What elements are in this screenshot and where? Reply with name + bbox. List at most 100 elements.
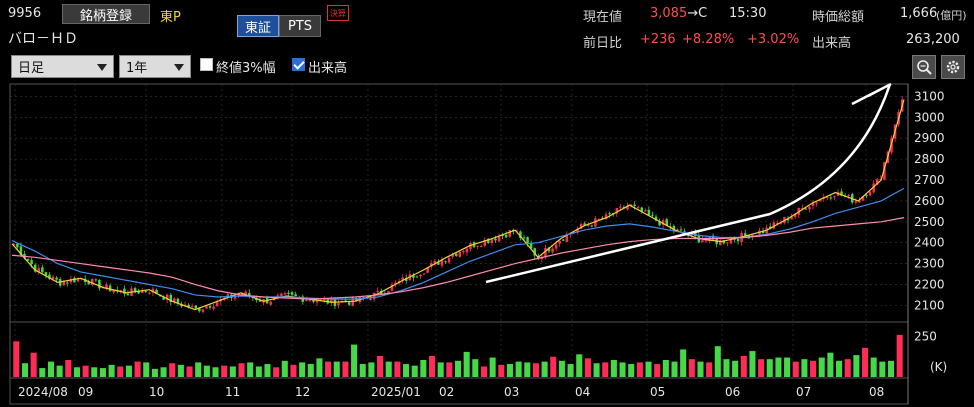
- candle-body: [337, 303, 340, 306]
- y-tick-label: 3000: [914, 110, 945, 124]
- candle-body: [212, 306, 215, 309]
- candle-body: [437, 262, 440, 265]
- volume-bar: [446, 362, 453, 377]
- candle-body: [280, 293, 283, 297]
- volume-bar: [602, 362, 609, 377]
- candle-body: [440, 259, 444, 266]
- register-button[interactable]: 銘柄登録: [62, 4, 150, 24]
- candle-body: [522, 237, 526, 239]
- candle-body: [872, 183, 875, 193]
- candle-body: [55, 277, 58, 280]
- price-value: 3,085: [650, 6, 688, 21]
- candle-body: [405, 277, 408, 281]
- candle-body: [226, 294, 230, 297]
- candle-body: [305, 300, 308, 302]
- candle-body: [394, 282, 397, 284]
- stock-code: 9956: [8, 6, 42, 21]
- candle-body: [148, 292, 151, 294]
- candle-body: [883, 162, 886, 180]
- volume-bar: [887, 360, 895, 377]
- candle-body: [48, 274, 51, 279]
- volume-bar: [810, 360, 817, 377]
- volume-bar: [143, 362, 150, 377]
- volume-bar: [489, 357, 496, 377]
- candle-body: [586, 224, 590, 226]
- candle-body: [565, 234, 569, 242]
- y-tick-label: 2300: [914, 257, 945, 271]
- change-pct: +8.28%: [682, 32, 735, 47]
- y-tick-label: 2800: [914, 152, 945, 166]
- volume-bar: [801, 359, 808, 377]
- candle-body: [151, 288, 155, 293]
- volume-bar: [740, 355, 747, 377]
- candle-body: [701, 240, 704, 243]
- volume-bar: [186, 366, 193, 377]
- volume-bar: [125, 365, 132, 377]
- range-select[interactable]: 1年: [119, 55, 191, 78]
- volume-bar: [680, 349, 687, 377]
- candle-body: [590, 225, 594, 227]
- candle-body: [608, 213, 611, 215]
- zoom-button[interactable]: [912, 55, 936, 79]
- change-label: 前日比: [583, 36, 623, 51]
- candle-body: [640, 207, 644, 212]
- period-select[interactable]: 日足: [11, 55, 114, 78]
- price-row: 3,085→C: [650, 6, 707, 21]
- grid-lines: [10, 84, 908, 378]
- candle-body: [829, 197, 833, 199]
- volume-bar: [870, 357, 877, 377]
- x-tick-label: 07: [796, 385, 811, 399]
- candle-body: [840, 191, 843, 196]
- candle-body: [743, 233, 747, 236]
- candle-body: [169, 294, 173, 303]
- candle-body: [190, 306, 194, 308]
- candle-body: [551, 248, 554, 253]
- candle-body: [133, 288, 137, 293]
- candle-body: [98, 279, 101, 289]
- volume-bar: [749, 351, 756, 377]
- volume-bar: [134, 361, 141, 377]
- candle-body: [479, 246, 483, 248]
- volume-bar: [480, 366, 488, 377]
- settings-button[interactable]: [941, 55, 965, 79]
- candle-body: [44, 272, 48, 276]
- candle-body: [793, 213, 797, 217]
- candle-body: [422, 273, 426, 275]
- volume-bar: [30, 352, 37, 377]
- volume-tick-label: 250: [914, 329, 937, 343]
- candle-body: [412, 275, 415, 278]
- volume-bar: [82, 365, 89, 377]
- tab-tse[interactable]: 東証: [237, 15, 279, 37]
- candle-body: [187, 304, 190, 308]
- candle-body: [615, 208, 619, 214]
- candle-body: [465, 248, 469, 253]
- x-tick-label: 02: [439, 385, 454, 399]
- volume-bar: [861, 347, 869, 377]
- x-tick-label: 03: [504, 385, 519, 399]
- candle-body: [594, 218, 597, 227]
- checkbox-volume[interactable]: [292, 58, 305, 71]
- volume-bar: [290, 364, 297, 377]
- candle-body: [16, 243, 19, 248]
- tab-pts[interactable]: PTS: [279, 15, 321, 37]
- y-tick-label: 2200: [914, 277, 945, 291]
- candle-body: [347, 302, 351, 305]
- candle-body: [319, 299, 322, 301]
- candle-body: [419, 274, 422, 277]
- candle-body: [761, 230, 765, 233]
- volume-bar: [108, 364, 115, 377]
- volume-bar: [437, 362, 444, 377]
- volume-bar: [169, 363, 176, 377]
- volume-bar: [645, 361, 652, 377]
- candle-body: [501, 235, 504, 237]
- volume-bar: [723, 359, 730, 377]
- checkbox-3pct[interactable]: [200, 58, 213, 71]
- market-label: 東P: [160, 10, 181, 25]
- volume-bar: [359, 364, 366, 377]
- volume-bar: [212, 367, 219, 377]
- candle-body: [619, 206, 622, 208]
- candle-body: [19, 246, 23, 255]
- x-tick-label: 05: [650, 385, 665, 399]
- volume-bar: [550, 356, 557, 377]
